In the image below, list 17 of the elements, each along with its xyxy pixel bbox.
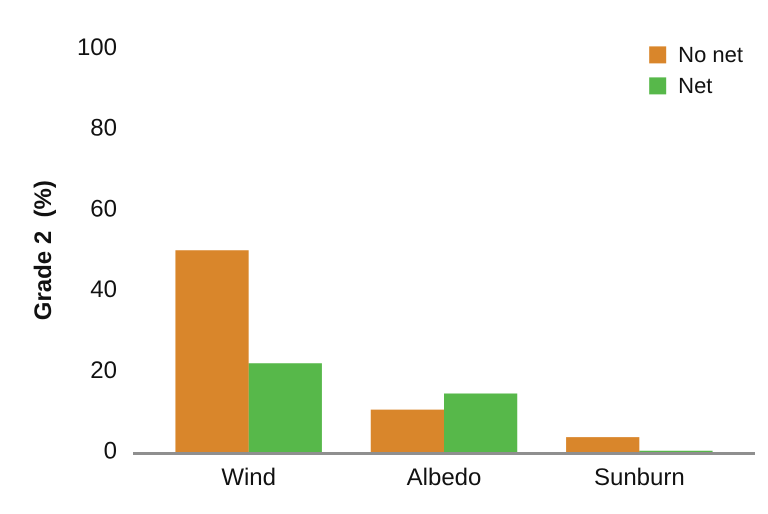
y-tick-label: 0 <box>104 438 117 465</box>
bar <box>370 410 444 452</box>
x-tick-label: Albedo <box>406 464 482 492</box>
y-tick-label: 20 <box>90 356 117 384</box>
y-tick-label: 80 <box>90 114 117 142</box>
legend-label: Net <box>678 72 712 98</box>
y-tick-label: 60 <box>90 195 117 222</box>
bar <box>444 393 518 452</box>
legend-label: No net <box>678 42 744 67</box>
bar <box>248 363 322 452</box>
y-tick-label: 100 <box>76 34 117 62</box>
x-tick-label: Sunburn <box>594 464 685 492</box>
bar <box>566 437 640 452</box>
y-axis-title: Grade 2 (%) <box>30 180 58 320</box>
bar <box>175 250 249 452</box>
x-tick-label: Wind <box>221 464 276 492</box>
y-tick-label: 40 <box>90 276 117 304</box>
